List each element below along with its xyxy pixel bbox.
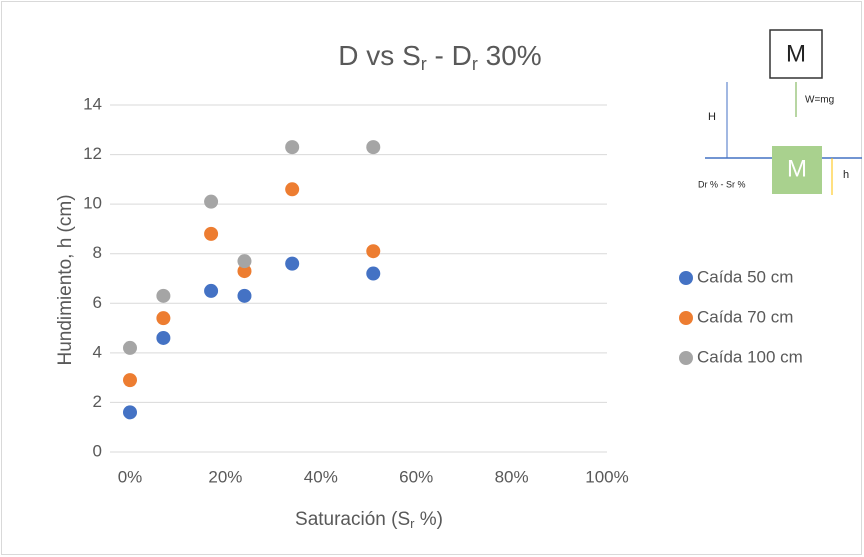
point [237, 254, 252, 269]
sink-label: h [843, 169, 849, 181]
legend-label: Caída 70 cm [697, 307, 793, 326]
y-tick-label: 6 [93, 293, 102, 312]
x-axis-label: Saturación (Sr %) [295, 509, 443, 531]
title-sub: r [421, 54, 427, 74]
x-tick-label: 0% [118, 467, 143, 486]
weight-label: W=mg [805, 95, 834, 106]
condition-label: Dr % - Sr % [698, 179, 746, 189]
y-tick-label: 10 [83, 194, 102, 213]
y-tick-label: 2 [93, 392, 102, 411]
point [123, 405, 137, 420]
point [366, 140, 381, 155]
point [123, 373, 137, 388]
label-part: Saturación (S [295, 509, 410, 530]
point [156, 330, 171, 345]
inset-diagram: M H W=mg M h Dr % - Sr % [698, 29, 862, 195]
point [204, 226, 219, 241]
chart-title: D vs Sr - Dr 30% [338, 40, 541, 73]
x-tick-label: 40% [304, 467, 338, 486]
label-sub: r [410, 516, 415, 531]
mass-label: M [786, 40, 806, 67]
x-tick-label: 100% [585, 467, 628, 486]
x-tick-label: 20% [208, 467, 242, 486]
y-axis-label: Hundimiento, h (cm) [55, 194, 76, 365]
point [237, 264, 252, 279]
height-label: H [708, 111, 716, 123]
title-part: - D [427, 40, 472, 71]
mass-box [769, 29, 823, 79]
mass-sunk-label: M [787, 155, 807, 182]
y-tick-label: 14 [83, 94, 102, 113]
point [285, 182, 300, 197]
legend-marker [679, 271, 693, 285]
title-sub: r [472, 54, 478, 74]
point [285, 140, 300, 155]
title-part: 30% [478, 40, 542, 71]
point [237, 288, 252, 303]
mass-sunk [772, 146, 822, 194]
point [204, 283, 219, 298]
title-part: D vs S [338, 40, 420, 71]
y-tick-label: 4 [93, 342, 102, 361]
point [156, 288, 171, 303]
x-tick-label: 60% [399, 467, 433, 486]
y-tick-label: 0 [93, 441, 102, 460]
point [366, 244, 381, 259]
legend-marker [679, 311, 693, 325]
point [285, 256, 300, 271]
legend-marker [679, 351, 693, 365]
point [156, 311, 171, 326]
y-tick-label: 8 [93, 243, 102, 262]
legend-label: Caída 50 cm [697, 267, 793, 286]
point [366, 266, 381, 281]
y-tick-label: 12 [83, 144, 102, 163]
label-part: %) [414, 509, 443, 530]
point [123, 340, 137, 355]
point [204, 194, 219, 209]
x-tick-label: 80% [495, 467, 529, 486]
legend-label: Caída 100 cm [697, 347, 803, 366]
